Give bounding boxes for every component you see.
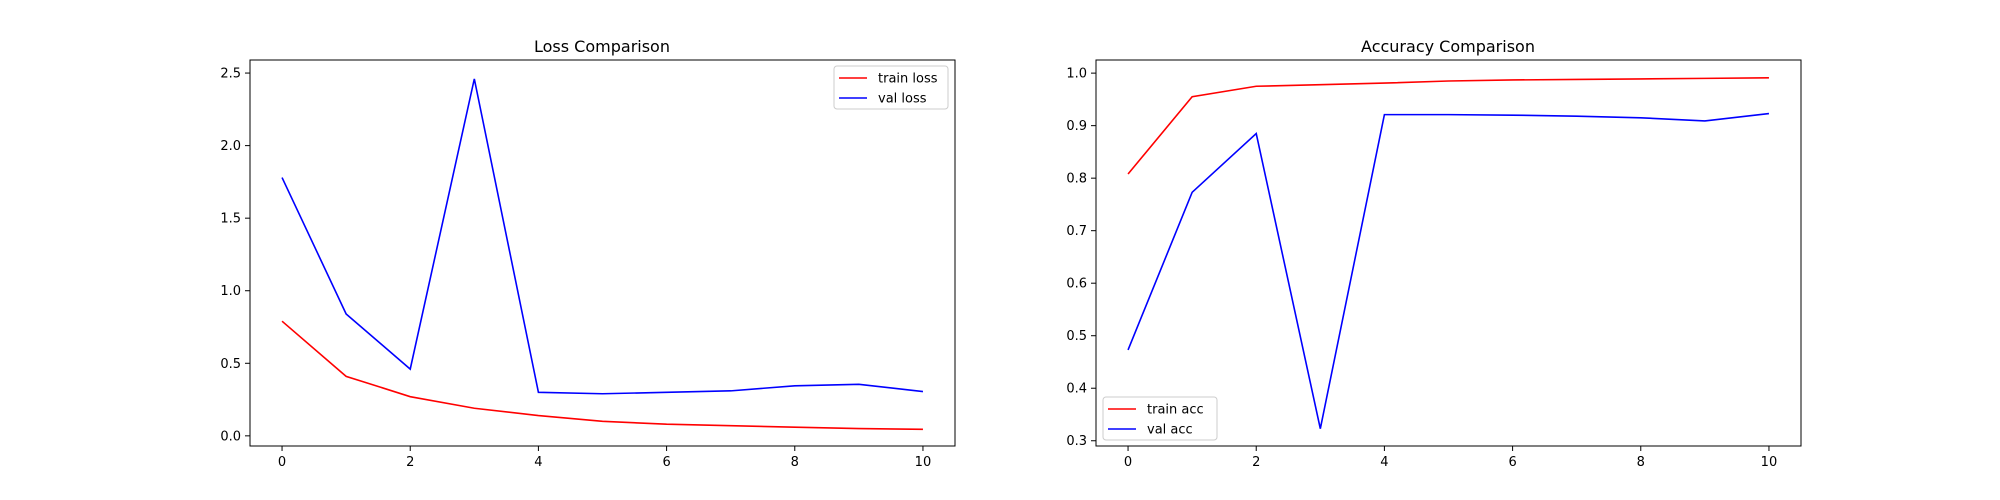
y-tick-label: 0.0 (220, 429, 241, 444)
y-tick-label: 0.5 (1066, 329, 1087, 344)
chart-title: Accuracy Comparison (1361, 37, 1535, 56)
axes-frame (1095, 59, 1802, 447)
accuracy-chart: Accuracy Comparison 0 2 4 6 8 100.30.40.50.60… (1066, 37, 1802, 470)
x-tick-label: 6 (1508, 455, 1516, 470)
x-tick-label: 6 (662, 455, 670, 470)
x-tick-label: 2 (1252, 455, 1260, 470)
x-tick-label: 8 (791, 455, 799, 470)
legend-label: val loss (878, 92, 927, 107)
x-tick-label: 8 (1637, 455, 1645, 470)
y-tick-label: 1.0 (220, 284, 241, 299)
y-tick-label: 1.0 (1066, 67, 1087, 82)
axes-frame (249, 59, 956, 447)
y-tick-label: 0.3 (1066, 434, 1087, 449)
x-tick-label: 4 (1380, 455, 1388, 470)
y-tick-label: 0.4 (1066, 382, 1087, 397)
y-tick-label: 1.5 (220, 212, 241, 227)
loss-plot-area: 0 2 4 6 8 10 0.0 0.5 1.0 1.5 2.0 2.5 (220, 67, 931, 470)
y-tick-label: 0.8 (1066, 172, 1087, 187)
x-tick-label: 4 (534, 455, 542, 470)
series-line-val-loss (281, 78, 924, 395)
series-line-train-acc (1127, 77, 1769, 175)
legend-label: train acc (1147, 403, 1204, 418)
chart-title: Loss Comparison (534, 37, 670, 56)
loss-legend: train loss val loss (833, 65, 949, 110)
y-tick-label: 2.0 (220, 139, 241, 154)
y-tick-label: 0.7 (1066, 224, 1087, 239)
series-line-val-acc (1127, 112, 1770, 429)
legend-label: train loss (878, 72, 938, 87)
series-line-train-loss (281, 320, 923, 431)
x-tick-label: 10 (915, 455, 932, 470)
y-tick-label: 2.5 (220, 67, 241, 82)
x-tick-label: 10 (1761, 455, 1778, 470)
y-tick-label: 0.6 (1066, 277, 1087, 292)
x-tick-label: 2 (406, 455, 414, 470)
y-tick-label: 0.9 (1066, 119, 1087, 134)
x-tick-label: 0 (1124, 455, 1132, 470)
accuracy-plot-area: 0 2 4 6 8 10 0.3 0.4 0.5 0.6 0.7 0.8 0.9 1.0 (1066, 67, 1777, 470)
y-tick-label: 0.5 (220, 357, 241, 372)
accuracy-legend: train acc val acc (1102, 396, 1218, 441)
x-tick-label: 0 (278, 455, 286, 470)
loss-chart: Loss Comparison 0 2 4 6 8 10 0.0 0.5 1.0 1.5 2.0 2.… (220, 37, 956, 470)
legend-label: val acc (1147, 423, 1193, 438)
